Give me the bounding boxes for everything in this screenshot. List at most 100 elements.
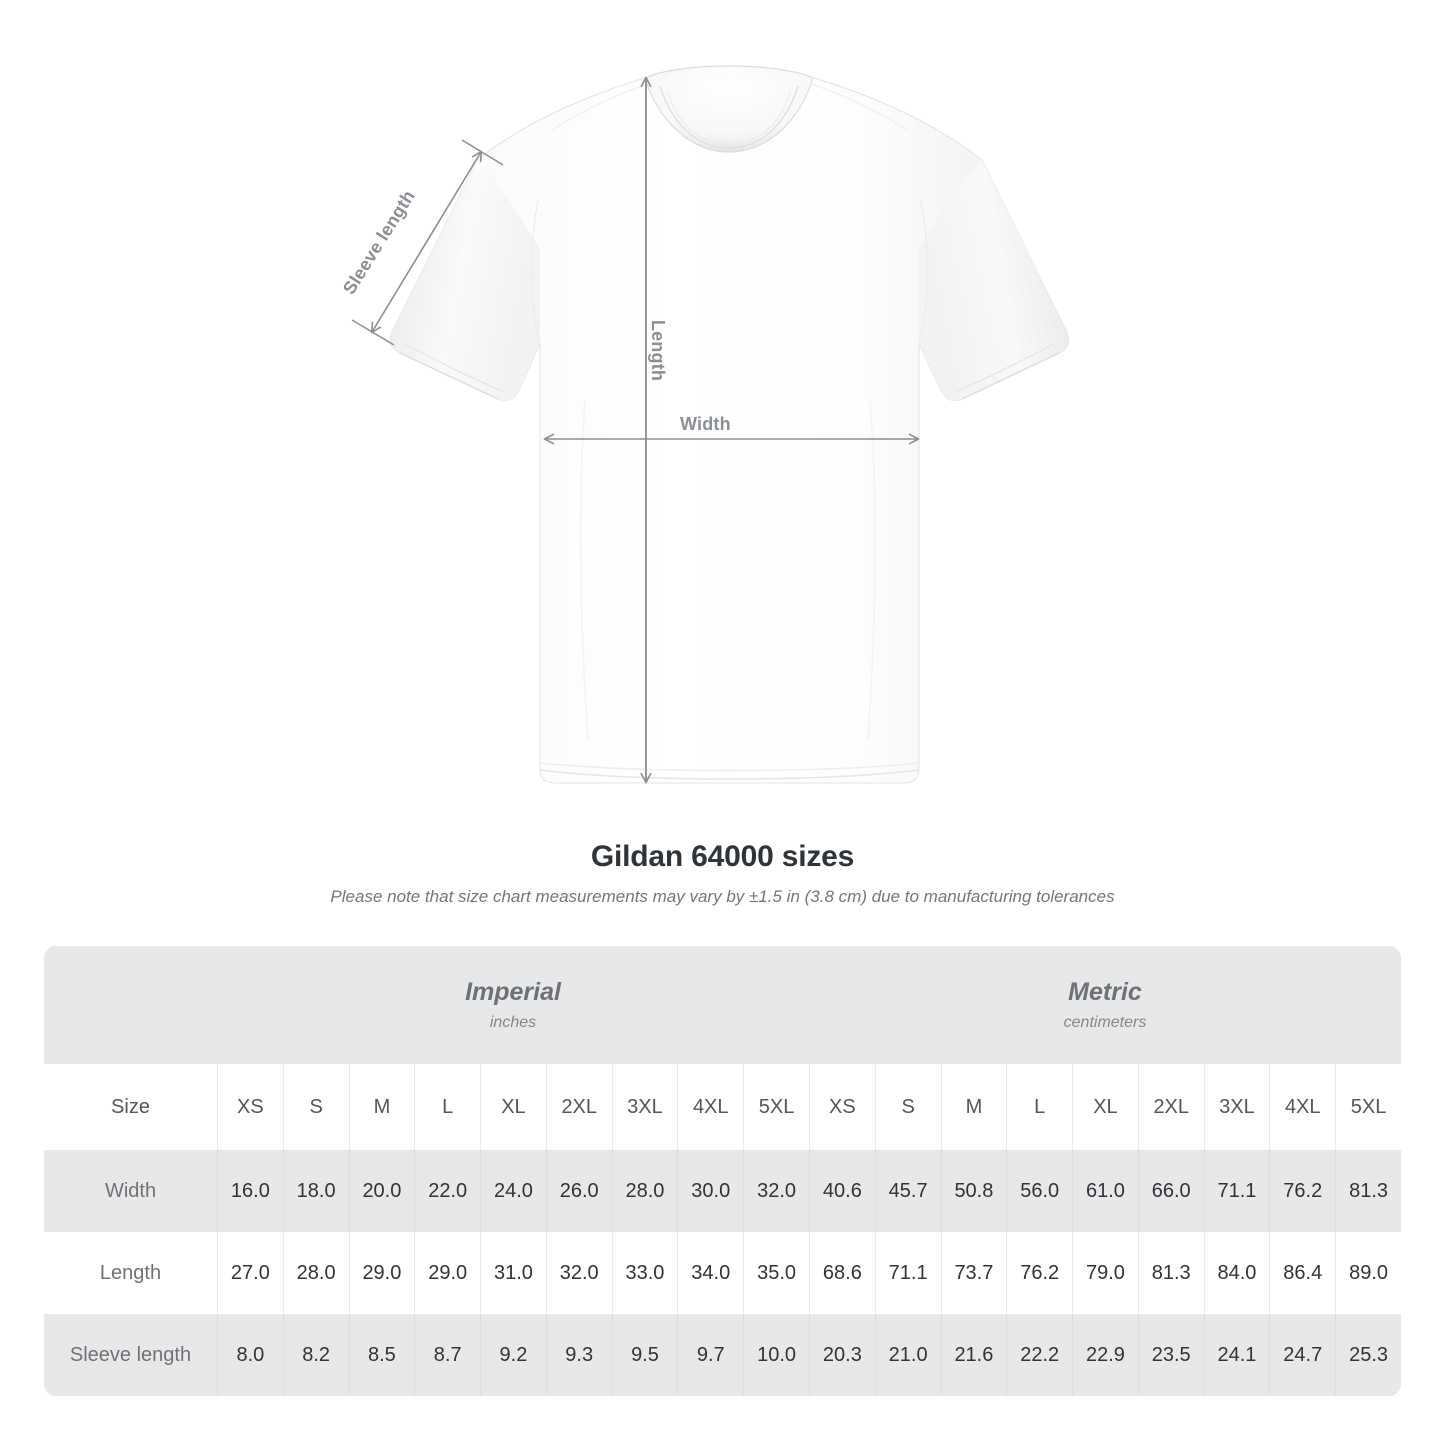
measurement-value: 30.0 bbox=[677, 1150, 744, 1232]
measurement-value: 81.3 bbox=[1137, 1232, 1204, 1314]
size-header-cell-xl: XL bbox=[480, 1064, 546, 1150]
measurement-value: 24.7 bbox=[1269, 1314, 1336, 1396]
size-header-cell-2xl: 2XL bbox=[1137, 1064, 1204, 1150]
unit-system-cell: Imperial inches bbox=[217, 946, 809, 1064]
sleeve-length-arrow bbox=[372, 152, 481, 332]
measurement-value: 20.3 bbox=[809, 1314, 875, 1396]
size-header-cell-l: L bbox=[414, 1064, 481, 1150]
measurement-value: 73.7 bbox=[940, 1232, 1007, 1314]
measurement-value: 71.1 bbox=[1203, 1150, 1270, 1232]
measurement-label: Length bbox=[44, 1232, 217, 1314]
tolerance-note: Please note that size chart measurements… bbox=[330, 887, 1115, 906]
measurement-value: 29.0 bbox=[414, 1232, 481, 1314]
measurement-value: 21.6 bbox=[940, 1314, 1007, 1396]
measurement-value: 20.0 bbox=[348, 1150, 415, 1232]
measurement-value: 18.0 bbox=[282, 1150, 349, 1232]
table-row: Width 16.0 18.0 20.0 22.0 24.0 26.0 28.0 30.0 32.… bbox=[44, 1150, 1401, 1232]
size-header-row: Size XS S M L XL 2XL 3XL 4XL 5XL XS S M L XL 2XL 3XL 4XL 5… bbox=[44, 1064, 1401, 1150]
measurement-guides bbox=[351, 78, 918, 782]
size-header-cell-xl: XL bbox=[1072, 1064, 1138, 1150]
unit-system-unit: centimeters bbox=[1063, 1014, 1147, 1032]
measurement-value: 23.5 bbox=[1137, 1314, 1204, 1396]
measurement-value: 45.7 bbox=[874, 1150, 941, 1232]
measurement-value: 79.0 bbox=[1072, 1232, 1138, 1314]
unit-system-unit: inches bbox=[489, 1014, 537, 1032]
measurement-label: Width bbox=[44, 1150, 217, 1232]
size-header-cell-5xl: 5XL bbox=[743, 1064, 809, 1150]
measurement-value: 10.0 bbox=[743, 1314, 809, 1396]
measurement-value: 28.0 bbox=[282, 1232, 349, 1314]
size-table: Imperial inches Metric centimeters Size XS S M L… bbox=[44, 946, 1401, 1396]
measurement-value: 66.0 bbox=[1137, 1150, 1204, 1232]
measurement-value: 22.9 bbox=[1072, 1314, 1138, 1396]
measurement-value: 50.8 bbox=[940, 1150, 1007, 1232]
measurement-value: 21.0 bbox=[874, 1314, 941, 1396]
measurement-value: 26.0 bbox=[545, 1150, 612, 1232]
tshirt-diagram: Sleeve length Length Width bbox=[339, 65, 1070, 784]
unit-system-name: Imperial bbox=[465, 977, 561, 1006]
size-table-container: Imperial inches Metric centimeters Size XS S M L… bbox=[44, 946, 1401, 1396]
measurement-value: 9.2 bbox=[480, 1314, 546, 1396]
page-title: Gildan 64000 sizes bbox=[590, 840, 855, 873]
measurement-value: 16.0 bbox=[217, 1150, 283, 1232]
measurement-value: 8.2 bbox=[282, 1314, 349, 1396]
measurement-value: 8.5 bbox=[348, 1314, 415, 1396]
measurement-value: 27.0 bbox=[217, 1232, 283, 1314]
size-header-cell-xs: XS bbox=[809, 1064, 875, 1150]
measurement-value: 32.0 bbox=[545, 1232, 612, 1314]
measurement-value: 61.0 bbox=[1072, 1150, 1138, 1232]
measurement-value: 81.3 bbox=[1335, 1150, 1401, 1232]
measurement-value: 29.0 bbox=[348, 1232, 415, 1314]
length-label: Length bbox=[648, 319, 669, 382]
measurement-value: 22.2 bbox=[1006, 1314, 1073, 1396]
measurement-label: Sleeve length bbox=[44, 1314, 217, 1396]
measurement-value: 89.0 bbox=[1335, 1232, 1401, 1314]
measurement-value: 9.3 bbox=[545, 1314, 612, 1396]
measurement-value: 76.2 bbox=[1269, 1150, 1336, 1232]
shirt-silhouette bbox=[389, 65, 1070, 784]
size-header-cell-4xl: 4XL bbox=[677, 1064, 744, 1150]
system-row-spacer bbox=[44, 946, 217, 1064]
measurement-value: 34.0 bbox=[677, 1232, 744, 1314]
measurement-value: 9.5 bbox=[611, 1314, 678, 1396]
measurement-value: 9.7 bbox=[677, 1314, 744, 1396]
size-header-cell-l: L bbox=[1006, 1064, 1073, 1150]
width-label: Width bbox=[680, 414, 731, 434]
measurement-value: 32.0 bbox=[743, 1150, 809, 1232]
table-row: Sleeve length 8.0 8.2 8.5 8.7 9.2 9.3 9.5 9.7 10.… bbox=[44, 1314, 1401, 1396]
measurement-value: 25.3 bbox=[1335, 1314, 1401, 1396]
size-header-cell-4xl: 4XL bbox=[1269, 1064, 1336, 1150]
unit-system-cell: Metric centimeters bbox=[809, 946, 1401, 1064]
measurement-value: 8.7 bbox=[414, 1314, 481, 1396]
measurement-value: 31.0 bbox=[480, 1232, 546, 1314]
measurement-value: 33.0 bbox=[611, 1232, 678, 1314]
measurement-value: 22.0 bbox=[414, 1150, 481, 1232]
tshirt-illustration bbox=[351, 65, 1070, 784]
measurement-value: 24.0 bbox=[480, 1150, 546, 1232]
measurement-value: 28.0 bbox=[611, 1150, 678, 1232]
unit-system-row: Imperial inches Metric centimeters bbox=[44, 946, 1401, 1064]
measurement-value: 56.0 bbox=[1006, 1150, 1073, 1232]
size-header-cell-xs: XS bbox=[217, 1064, 283, 1150]
measurement-value: 86.4 bbox=[1269, 1232, 1336, 1314]
measurement-value: 24.1 bbox=[1203, 1314, 1270, 1396]
size-header-cell-m: M bbox=[940, 1064, 1007, 1150]
size-header-cell-s: S bbox=[874, 1064, 941, 1150]
measurement-value: 40.6 bbox=[809, 1150, 875, 1232]
measurement-value: 71.1 bbox=[874, 1232, 941, 1314]
size-header-cell-s: S bbox=[282, 1064, 349, 1150]
size-header-label: Size bbox=[44, 1064, 217, 1150]
size-header-cell-2xl: 2XL bbox=[545, 1064, 612, 1150]
size-header-cell-5xl: 5XL bbox=[1335, 1064, 1401, 1150]
size-header-cell-3xl: 3XL bbox=[611, 1064, 678, 1150]
size-header-cell-m: M bbox=[348, 1064, 415, 1150]
title-block: Gildan 64000 sizes Please note that size… bbox=[0, 840, 1445, 907]
measurement-value: 35.0 bbox=[743, 1232, 809, 1314]
unit-system-name: Metric bbox=[1068, 977, 1142, 1006]
measurement-value: 84.0 bbox=[1203, 1232, 1270, 1314]
size-header-cell-3xl: 3XL bbox=[1203, 1064, 1270, 1150]
measurement-value: 68.6 bbox=[809, 1232, 875, 1314]
measurement-value: 8.0 bbox=[217, 1314, 283, 1396]
measurement-value: 76.2 bbox=[1006, 1232, 1073, 1314]
